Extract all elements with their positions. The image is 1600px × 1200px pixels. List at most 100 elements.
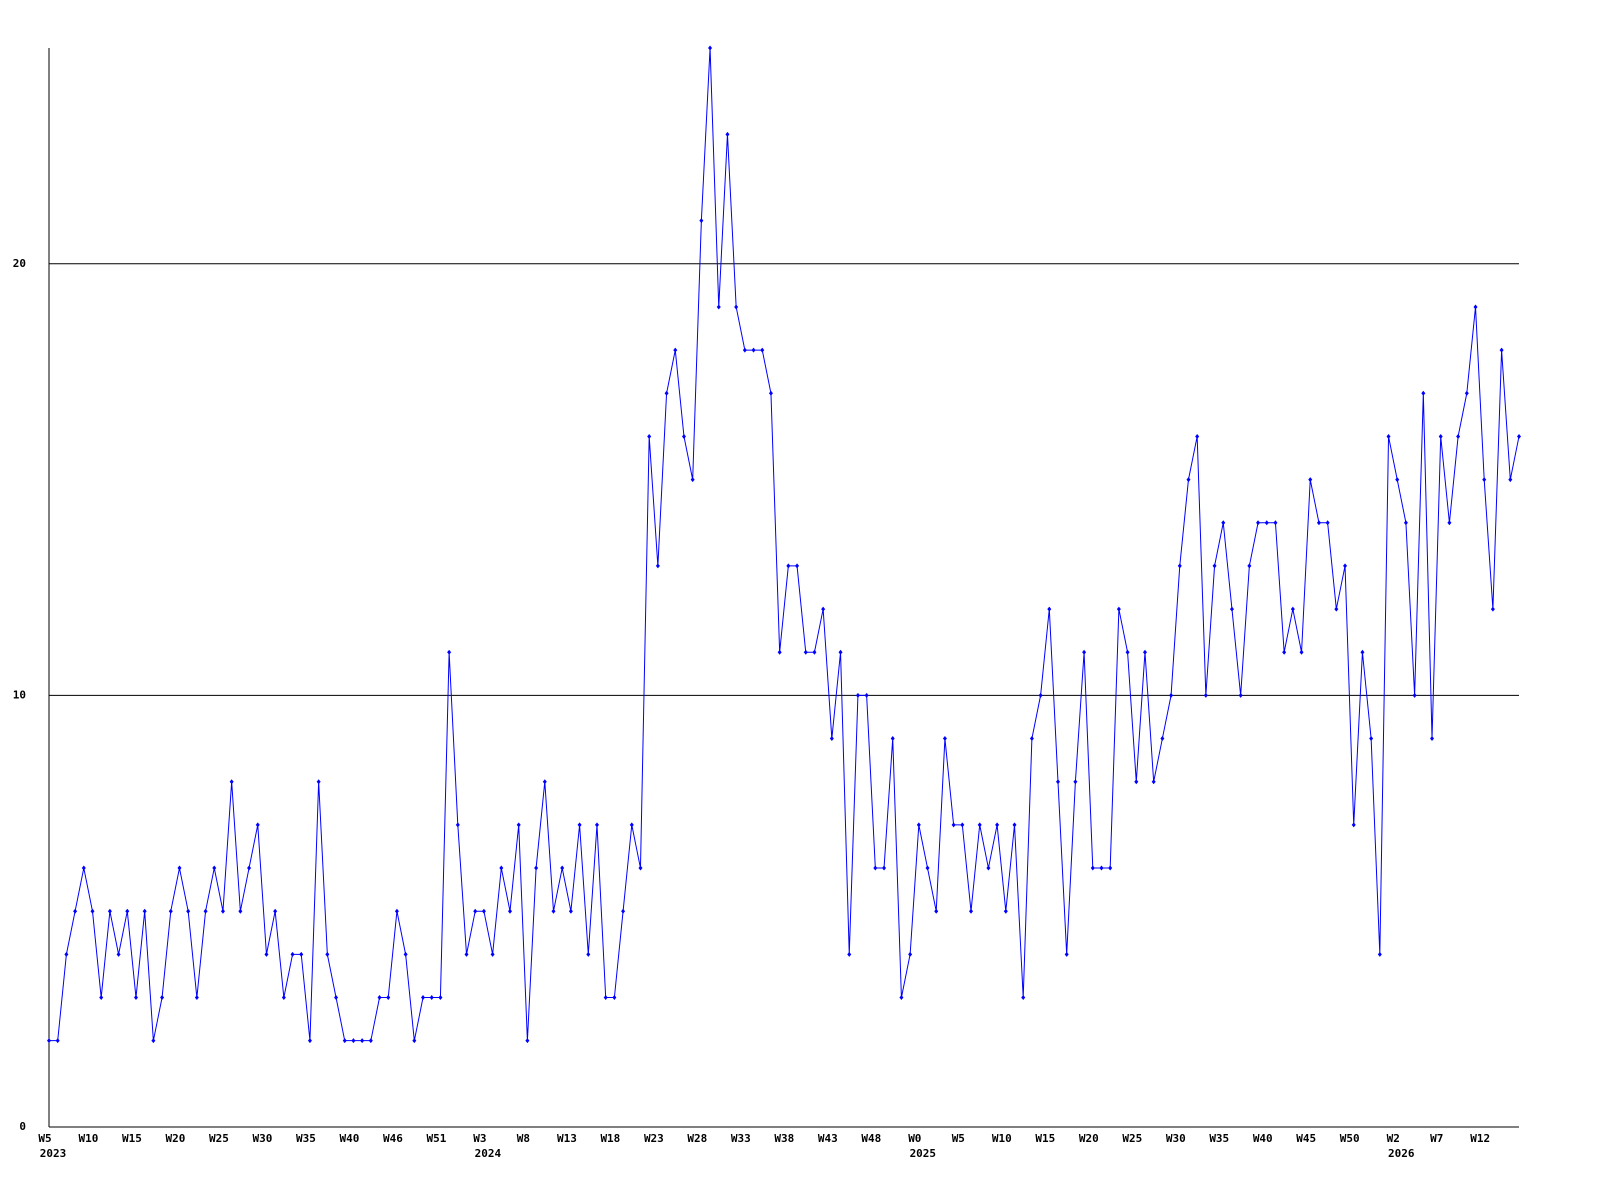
data-point [864,692,869,698]
x-tick-label: W35 [296,1132,316,1145]
x-tick-label: W33 [731,1132,751,1145]
data-point [673,347,678,353]
data-point [560,865,565,871]
data-point [1334,606,1339,612]
data-point [647,433,652,439]
data-point [1499,347,1504,353]
data-point [1160,736,1165,742]
data-point [960,822,965,828]
data-point [386,995,391,1001]
data-point [594,822,599,828]
data-point [890,736,895,742]
series-line [49,47,1520,1042]
data-point [394,908,399,914]
data-point [412,1038,417,1044]
x-tick-label: W28 [687,1132,707,1145]
data-point [629,822,634,828]
data-point [107,908,112,914]
data-point [368,1038,373,1044]
data-point [829,736,834,742]
data-point [1430,736,1435,742]
data-point [1473,304,1478,310]
data-point [464,951,469,957]
x-tick-label: W5 [38,1132,51,1145]
x-group-label: 2023 [40,1147,67,1160]
data-point [516,822,521,828]
data-point [421,995,426,1001]
data-point [481,908,486,914]
data-point [186,908,191,914]
data-point [1151,779,1156,785]
data-point [568,908,573,914]
data-point [777,649,782,655]
data-point [1316,520,1321,526]
data-point [1229,606,1234,612]
data-point [934,908,939,914]
data-point [1116,606,1121,612]
x-tick-label: W46 [383,1132,403,1145]
data-point [1412,692,1417,698]
data-point [1221,520,1226,526]
data-point [1177,563,1182,569]
data-point [1212,563,1217,569]
data-point [760,347,765,353]
data-point [1386,433,1391,439]
data-point [177,865,182,871]
x-tick-label: W30 [1166,1132,1186,1145]
x-tick-label: W2 [1387,1132,1400,1145]
x-tick-label: W43 [818,1132,838,1145]
data-point [995,822,1000,828]
data-point [220,908,225,914]
data-point [194,995,199,1001]
x-tick-label: W48 [861,1132,881,1145]
data-point [742,347,747,353]
data-point [212,865,217,871]
data-point [542,779,547,785]
data-point [255,822,260,828]
data-point [377,995,382,1001]
data-point [1099,865,1104,871]
data-point [699,218,704,224]
data-point [1012,822,1017,828]
data-point [429,995,434,1001]
data-point [621,908,626,914]
x-group-label: 2026 [1388,1147,1415,1160]
x-tick-label: W50 [1340,1132,1360,1145]
data-point [1482,477,1487,483]
data-point [47,1038,51,1044]
data-point [1055,779,1060,785]
data-point [1456,433,1461,439]
data-point [273,908,278,914]
data-point [247,865,252,871]
data-point [951,822,956,828]
x-group-label: 2024 [475,1147,502,1160]
data-point [1047,606,1052,612]
data-point [1351,822,1356,828]
x-tick-label: W15 [122,1132,142,1145]
x-tick-label: W20 [1079,1132,1099,1145]
data-point [638,865,643,871]
x-tick-label: W3 [473,1132,486,1145]
data-point [603,995,608,1001]
data-point [1142,649,1147,655]
data-point [1134,779,1139,785]
data-point [125,908,130,914]
data-point [925,865,930,871]
data-point [525,1038,530,1044]
data-point [1395,477,1400,483]
data-point [1403,520,1408,526]
data-point [1021,995,1026,1001]
data-point [1064,951,1069,957]
data-point [1343,563,1348,569]
data-point [942,736,947,742]
data-point [151,1038,156,1044]
data-point [908,951,913,957]
data-point [1203,692,1208,698]
data-point [873,865,878,871]
x-tick-label: W51 [426,1132,446,1145]
data-point [655,563,660,569]
data-point [577,822,582,828]
data-point [1238,692,1243,698]
data-point [1256,520,1261,526]
